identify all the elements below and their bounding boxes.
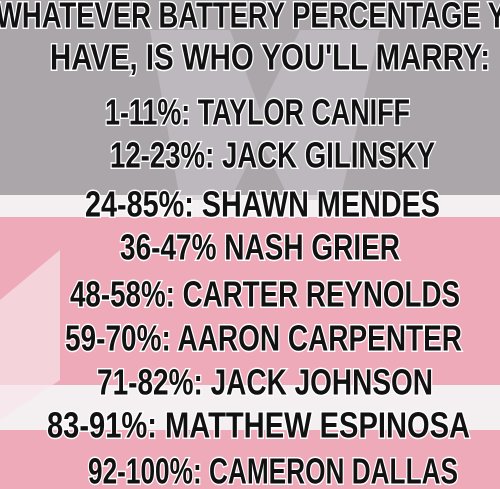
text-line: 59-70%: AARON CARPENTER	[65, 318, 462, 359]
white-stripe	[0, 195, 500, 217]
text-line: WHATEVER BATTERY PERCENTAGE Y	[0, 0, 500, 36]
text-line: 48-58%: CARTER REYNOLDS	[70, 274, 460, 315]
text-line: HAVE, IS WHO YOU'LL MARRY:	[50, 37, 490, 78]
pink-band	[0, 217, 500, 385]
background-shape	[0, 250, 60, 420]
white-stripe	[0, 385, 500, 430]
background-logo	[150, 30, 380, 200]
text-line: 92-100%: CAMERON DALLAS	[88, 451, 458, 489]
text-line: 36-47% NASH GRIER	[120, 227, 400, 268]
text-line: 83-91%: MATTHEW ESPINOSA	[47, 405, 470, 446]
text-line: 1-11%: TAYLOR CANIFF	[105, 92, 410, 133]
pink-band	[0, 430, 500, 489]
text-line: 24-85%: SHAWN MENDES	[85, 184, 440, 225]
text-line: 12-23%: JACK GILINSKY	[110, 135, 435, 176]
text-line: 71-82%: JACK JOHNSON	[97, 362, 433, 403]
